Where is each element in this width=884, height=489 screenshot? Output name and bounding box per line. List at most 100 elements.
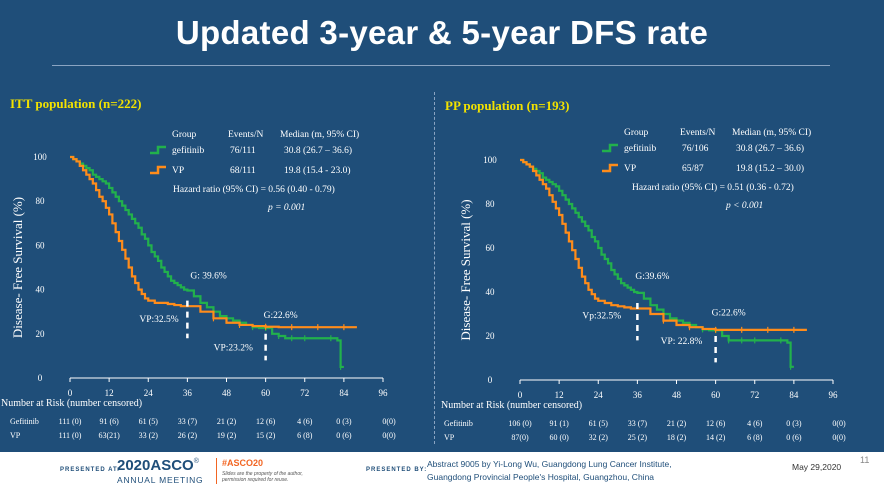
legend-median: 30.8 (26.7 – 36.6): [284, 145, 352, 156]
y-tick-label: 40: [486, 287, 496, 297]
x-tick-label: 72: [300, 388, 309, 398]
y-tick-label: 40: [36, 285, 46, 295]
p-value: p < 0.001: [725, 201, 763, 211]
hazard-ratio: Hazard ratio (95% CI) = 0.56 (0.40 - 0.7…: [173, 184, 335, 195]
abstract-line-2: Guangdong Provincial People's Hospital, …: [427, 472, 655, 482]
risk-value: 33 (7): [178, 417, 198, 426]
risk-value: 12 (6): [256, 417, 276, 426]
legend-header: Median (m, 95% CI): [280, 129, 359, 140]
x-tick-label: 0: [518, 390, 523, 400]
registered-mark: ®: [193, 458, 199, 465]
legend-events: 65/87: [682, 164, 704, 174]
y-tick-label: 100: [483, 155, 497, 165]
risk-value: 61 (5): [589, 419, 609, 428]
milestone-annotation: VP:32.5%: [139, 315, 178, 325]
legend-events: 76/106: [682, 144, 709, 154]
meeting-name: ASCO: [150, 457, 194, 474]
risk-value: 33 (2): [139, 431, 159, 440]
risk-value: 18 (2): [667, 433, 687, 442]
risk-group-label: VP: [444, 433, 455, 442]
risk-value: 12 (6): [706, 419, 726, 428]
milestone-annotation: G:39.6%: [635, 272, 669, 282]
legend-median: 19.8 (15.4 - 23.0): [284, 165, 351, 176]
risk-value: 0(0): [382, 431, 396, 440]
legend-header: Events/N: [680, 128, 715, 138]
risk-value: 91 (6): [99, 417, 119, 426]
presented-at-label: PRESENTED AT:: [60, 467, 121, 473]
risk-value: 6 (8): [747, 433, 763, 442]
risk-value: 0(0): [832, 433, 846, 442]
legend-median: 19.8 (15.2 – 30.0): [736, 163, 804, 174]
y-tick-label: 60: [486, 243, 496, 253]
y-tick-label: 60: [36, 240, 46, 250]
legend-swatch: [150, 165, 166, 175]
x-tick-label: 72: [750, 390, 759, 400]
y-tick-label: 80: [486, 199, 496, 209]
risk-title: Number at Risk (number censored): [1, 398, 142, 409]
footer-bar: PRESENTED AT: 2020ASCO® ANNUAL MEETING #…: [0, 452, 884, 489]
y-axis-label: Disease- Free Survival (%): [10, 197, 25, 338]
abstract-line-1: Abstract 9005 by Yi-Long Wu, Guangdong L…: [427, 459, 672, 469]
slide-date: May 29,2020: [792, 462, 842, 472]
risk-value: 106 (0): [508, 419, 532, 428]
risk-value: 33 (7): [628, 419, 648, 428]
risk-title: Number at Risk (number censored): [441, 400, 582, 411]
x-tick-label: 0: [68, 388, 73, 398]
risk-value: 26 (2): [178, 431, 198, 440]
y-axis-label: Disease- Free Survival (%): [458, 199, 473, 340]
meeting-year: 2020: [117, 457, 151, 474]
page-number: 11: [860, 455, 870, 465]
risk-value: 0 (3): [786, 419, 802, 428]
x-tick-label: 24: [594, 390, 604, 400]
x-tick-label: 96: [379, 388, 389, 398]
x-tick-label: 24: [144, 388, 154, 398]
disclaimer-line-1: Slides are the property of the author,: [222, 471, 303, 477]
hashtag: #ASCO20: [222, 458, 264, 468]
risk-value: 14 (2): [706, 433, 726, 442]
footer-vertical-rule: [216, 458, 217, 484]
legend-series-name: gefitinib: [624, 143, 656, 154]
risk-value: 0 (6): [786, 433, 802, 442]
y-tick-label: 20: [486, 331, 496, 341]
legend-series-name: VP: [624, 164, 636, 174]
risk-value: 4 (6): [747, 419, 763, 428]
risk-value: 15 (2): [256, 431, 276, 440]
risk-value: 0(0): [832, 419, 846, 428]
risk-value: 21 (2): [667, 419, 687, 428]
hazard-ratio: Hazard ratio (95% CI) = 0.51 (0.36 - 0.7…: [632, 182, 794, 193]
risk-value: 111 (0): [59, 431, 82, 440]
vp-survival-curve: [70, 155, 357, 329]
legend-header: Group: [624, 128, 649, 138]
risk-value: 32 (2): [589, 433, 609, 442]
presented-by-label: PRESENTED BY:: [366, 467, 428, 473]
risk-value: 19 (2): [217, 431, 237, 440]
x-tick-label: 36: [183, 388, 193, 398]
asco-logo: 2020ASCO® ANNUAL MEETING: [117, 458, 203, 485]
legend-swatch: [602, 163, 618, 173]
risk-group-label: Gefitinib: [10, 417, 39, 426]
legend-swatch: [150, 145, 166, 155]
y-tick-label: 0: [488, 375, 493, 385]
legend-header: Group: [172, 130, 197, 140]
legend-events: 76/111: [230, 146, 256, 156]
x-tick-label: 12: [555, 390, 564, 400]
risk-value: 111 (0): [59, 417, 82, 426]
milestone-annotation: G:22.6%: [712, 308, 746, 318]
y-tick-label: 20: [36, 329, 46, 339]
pp-km-chart: PP population (n=193) Disease- Free Survi…: [441, 98, 846, 442]
risk-value: 6 (8): [297, 431, 313, 440]
slide-title: Updated 3-year & 5-year DFS rate: [175, 14, 709, 51]
x-tick-label: 36: [633, 390, 643, 400]
risk-value: 25 (2): [628, 433, 648, 442]
vp-survival-curve: [520, 158, 807, 331]
risk-value: 61 (5): [139, 417, 159, 426]
y-tick-label: 80: [36, 196, 46, 206]
risk-value: 63(21): [98, 431, 120, 440]
panel-heading: ITT population (n=222): [10, 96, 141, 111]
legend-swatch: [602, 143, 618, 153]
milestone-annotation: VP:23.2%: [214, 344, 253, 354]
x-tick-label: 48: [222, 388, 232, 398]
legend-series-name: gefitinib: [172, 145, 204, 156]
legend-median: 30.8 (26.7 – 36.6): [736, 143, 804, 154]
